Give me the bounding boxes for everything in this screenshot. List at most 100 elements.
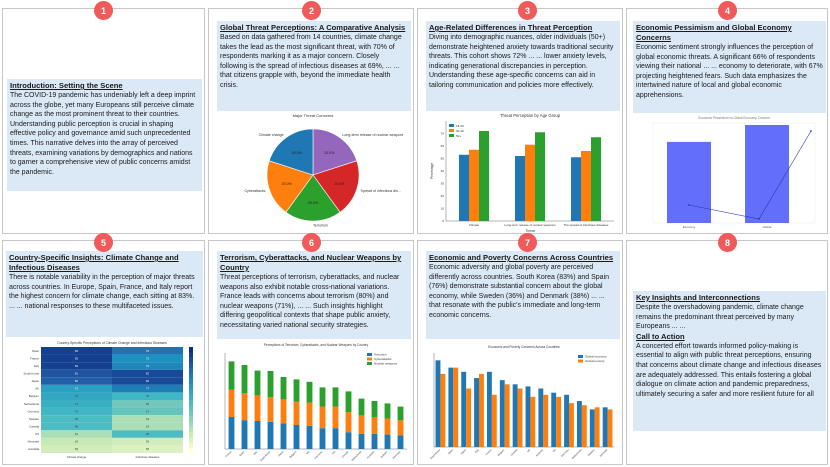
terror-bar-9-0 <box>345 432 352 449</box>
terror-bar-13-2 <box>397 406 404 421</box>
poverty-note: Economic and Poverty Concerns Across Cou… <box>426 251 620 339</box>
terror-xtick-9: Canada <box>341 450 350 459</box>
heatmap-value-9-1: 62 <box>146 417 149 421</box>
poverty-xtick-10: Germany <box>561 448 571 458</box>
age-ytick-0: 0 <box>442 219 444 223</box>
terror-bar-5-1 <box>293 401 300 425</box>
poverty-xtick-6: Canada <box>510 448 519 457</box>
terror-bar-8-2 <box>332 387 339 407</box>
heatmap-value-12-1: 59 <box>146 440 149 444</box>
terror-xtick-5: Belgium <box>289 451 297 459</box>
terror-bar-7-1 <box>319 406 326 429</box>
heatmap-value-1-1: 75 <box>146 356 149 360</box>
terror-bar-5-2 <box>293 379 300 402</box>
terror-bar-12-2 <box>384 403 391 419</box>
terror-bar-5-0 <box>293 425 300 449</box>
terror-xtick-7: Germany <box>314 450 324 460</box>
country-title: Country-Specific Insights: Climate Chang… <box>9 253 179 272</box>
poverty-xtick-5: Belgium <box>497 449 505 457</box>
terror-bar-10-2 <box>358 398 365 416</box>
poverty-bar-2-1 <box>466 388 472 447</box>
heatmap-value-4-1: 82 <box>146 379 149 383</box>
poverty-bar-8-1 <box>543 394 549 447</box>
terror-legend-1: Cyberattacks <box>374 357 392 361</box>
pie-slice-3 <box>268 128 314 176</box>
econ-xtick-0: Economy <box>683 225 696 229</box>
terror-bar-6-2 <box>306 381 313 403</box>
heatmap-cell-13-0 <box>41 445 112 453</box>
terror-bar-11-0 <box>371 433 378 449</box>
poverty-title: Economic and Poverty Concerns Across Cou… <box>429 253 614 262</box>
terror-bar-13-1 <box>397 420 404 436</box>
country-note: Country-Specific Insights: Climate Chang… <box>6 251 203 337</box>
poverty-legend-1: Global poverty <box>585 359 605 363</box>
terror-bar-12-1 <box>384 418 391 435</box>
terror-xtick-13: Denmark <box>392 450 402 460</box>
heatmap-cell-7-0 <box>41 400 112 408</box>
age-ylabel: Percentage <box>430 163 434 180</box>
poverty-xtick-12: Sweden <box>587 448 596 457</box>
poverty-bar-chart: Economic and Poverty Concerns Across Cou… <box>430 345 614 460</box>
terror-xtick-11: Australia <box>367 450 376 459</box>
step-badge-3: 3 <box>518 1 537 20</box>
age-xtick-2: The spread of infectious diseases <box>564 223 609 227</box>
terror-xtick-3: South Korea <box>260 450 272 462</box>
age-bar-0-2 <box>479 131 489 221</box>
terror-bar-9-1 <box>345 412 352 433</box>
pie-slice-4 <box>312 128 358 176</box>
terror-body: Threat perceptions of terrorism, cyberat… <box>220 274 400 329</box>
heatmap-value-1-0: 83 <box>75 356 78 360</box>
terror-title-text: Perceptions of Terrorism, Cyberattacks, … <box>264 343 369 347</box>
terror-bar-1-1 <box>241 393 248 421</box>
heatmap-cell-5-1 <box>112 384 183 393</box>
heatmap-value-2-0: 83 <box>75 364 78 368</box>
poverty-xtick-9: US <box>552 448 557 453</box>
terror-bar-1-0 <box>241 420 248 449</box>
panel-3: Age-Related Differences in Threat Percep… <box>417 8 623 234</box>
heatmap-cell-7-1 <box>112 400 183 408</box>
terror-xtick-8: US <box>332 450 337 455</box>
poverty-bar-7-1 <box>530 396 536 447</box>
terror-bar-0-1 <box>228 389 235 417</box>
poverty-bar-12-1 <box>594 407 600 447</box>
heatmap-value-0-1: 78 <box>146 349 149 353</box>
poverty-bar-10-0 <box>564 394 569 447</box>
age-xtick-1: Long-term release of nuclear weapons <box>504 223 556 227</box>
step-badge-4: 4 <box>718 1 737 20</box>
pie-chart: Major Threat Concerns 20.0% Long-term rele… <box>244 113 403 228</box>
heatmap-colorbar-16 <box>189 431 193 438</box>
heatmap-value-3-0: 81 <box>75 372 78 376</box>
terror-legend-2: Nuclear weapons <box>374 362 398 366</box>
call-to-action-title: Call to Action <box>636 331 685 341</box>
pie-label-0: Spread of infectious dis... <box>361 189 401 193</box>
pie-value-3: 20.0% <box>292 151 303 155</box>
heatmap-value-8-1: 67 <box>146 409 149 413</box>
pie-value-0: 20.0% <box>334 182 345 186</box>
age-ytick-3: 30 <box>441 182 445 186</box>
terror-bar-8-0 <box>332 428 339 449</box>
poverty-xtick-11: Netherlands <box>571 448 583 460</box>
poverty-bar-0-0 <box>435 360 441 447</box>
econ-pessimism-note: Economic Pessimism and Global Economy Co… <box>633 21 826 113</box>
heatmap-cell-0-1 <box>112 347 183 355</box>
terror-bar-4-2 <box>280 377 287 400</box>
age-xtick-0: Climate <box>469 223 480 227</box>
heatmap-value-2-1: 76 <box>146 364 149 368</box>
heatmap-cell-5-0 <box>41 384 112 393</box>
age-bar-1-1 <box>525 144 535 221</box>
step-badge-7: 7 <box>518 233 537 252</box>
poverty-bar-6-1 <box>517 388 523 447</box>
poverty-bar-5-0 <box>499 380 505 447</box>
age-bar-chart: Threat Perception by Age Group 0 10 20 30 40 5… <box>430 113 614 233</box>
heatmap-value-0-0: 83 <box>75 349 78 353</box>
terror-bar-10-1 <box>358 415 365 434</box>
panel-4: Economic Pessimism and Global Economy Co… <box>626 8 828 234</box>
terror-bar-1-2 <box>241 365 248 393</box>
global-threat-body: Based on data gathered from 14 countries… <box>220 34 402 89</box>
heatmap-colorbar-14 <box>189 421 193 427</box>
heatmap-value-7-1: 66 <box>146 402 149 406</box>
pie-label-2: Cyberattacks <box>244 189 265 193</box>
econ-title-text: Economic Pessimism vs Global Economy Con… <box>698 116 770 120</box>
econ-bar-1 <box>745 125 789 223</box>
terror-xtick-0: France <box>225 450 233 458</box>
